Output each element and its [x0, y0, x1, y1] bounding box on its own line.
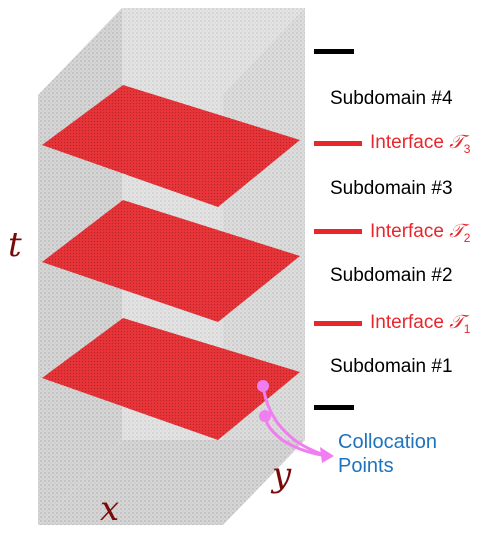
collocation-marker-upper — [257, 380, 269, 392]
interface-1-text: Interface — [370, 312, 444, 333]
y-axis-label: y — [272, 455, 292, 495]
interface-tick-1 — [314, 321, 362, 326]
interface-3-symbol: 𝒯 — [449, 131, 464, 153]
subdomain-3-label: Subdomain #3 — [330, 178, 453, 199]
interface-2-text: Interface — [370, 221, 444, 242]
subdomain-2-label: Subdomain #2 — [330, 265, 453, 286]
subdomain-1-label: Subdomain #1 — [330, 356, 453, 377]
collocation-points-label: Collocation Points — [338, 430, 437, 478]
bottom-boundary-tick — [314, 405, 354, 410]
interface-3-index: 3 — [463, 141, 471, 156]
subdomain-4-label: Subdomain #4 — [330, 88, 453, 109]
collocation-line-2: Points — [338, 455, 394, 477]
interface-plane-3 — [42, 85, 300, 207]
interface-1-symbol: 𝒯 — [449, 311, 464, 333]
interface-2-label: Interface 𝒯2 — [370, 220, 470, 245]
collocation-marker-lower — [259, 410, 271, 422]
interface-plane-2 — [42, 200, 300, 322]
interface-2-index: 2 — [463, 230, 471, 245]
interface-2-symbol: 𝒯 — [449, 220, 464, 242]
collocation-arrowhead — [320, 447, 334, 463]
collocation-line-1: Collocation — [338, 431, 437, 453]
interface-planes — [42, 85, 300, 440]
t-axis-label: t — [8, 225, 22, 265]
interface-plane-1 — [42, 318, 300, 440]
interface-tick-2 — [314, 229, 362, 234]
interface-3-text: Interface — [370, 132, 444, 153]
interface-1-index: 1 — [463, 321, 471, 336]
top-boundary-tick — [314, 49, 354, 54]
interface-3-label: Interface 𝒯3 — [370, 131, 470, 156]
interface-1-label: Interface 𝒯1 — [370, 311, 470, 336]
interface-tick-3 — [314, 141, 362, 146]
x-axis-label: x — [100, 489, 120, 529]
collocation-arrows — [261, 385, 329, 458]
